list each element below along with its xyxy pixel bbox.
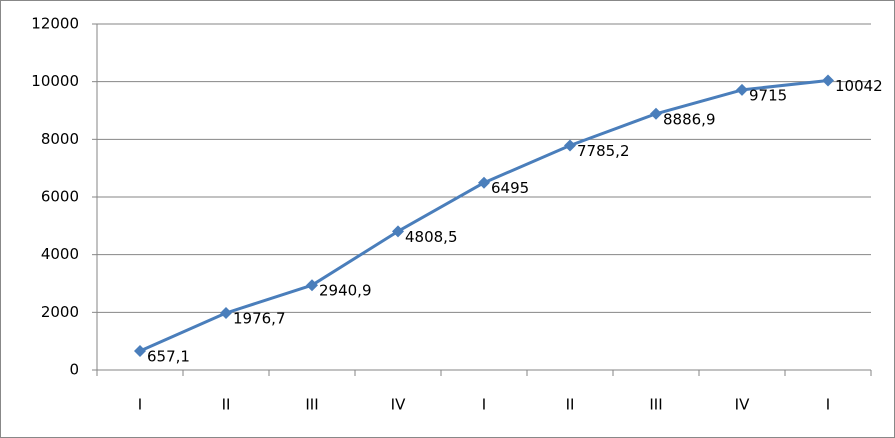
x-tick-label: II	[566, 396, 575, 414]
y-tick-label: 2000	[41, 303, 79, 321]
point	[392, 225, 404, 238]
data-label: 7785,2	[577, 142, 630, 160]
point	[650, 107, 662, 120]
y-tick-label: 4000	[41, 245, 79, 263]
x-tick-label: I	[138, 396, 142, 414]
data-label: 1976,7	[233, 310, 286, 328]
x-tick-label: I	[826, 396, 830, 414]
data-label: 8886,9	[663, 110, 716, 128]
point	[220, 307, 232, 320]
x-tick-label: II	[222, 396, 231, 414]
data-label: 6495	[491, 179, 529, 197]
data-label: 4808,5	[405, 228, 458, 246]
point	[134, 345, 146, 358]
x-tick-label: III	[649, 396, 662, 414]
point	[736, 83, 748, 96]
y-tick-label: 0	[69, 361, 79, 379]
point	[306, 279, 318, 292]
y-tick-label: 8000	[41, 130, 79, 148]
x-tick-label: III	[305, 396, 318, 414]
point	[822, 74, 834, 87]
point	[478, 176, 490, 189]
data-label: 657,1	[147, 348, 190, 366]
data-label: 2940,9	[319, 282, 372, 300]
data-label: 9715	[749, 86, 787, 104]
y-tick-label: 6000	[41, 188, 79, 206]
x-tick-label: IV	[735, 396, 750, 414]
y-tick-label: 10000	[31, 72, 79, 90]
data-label: 10042	[835, 77, 883, 95]
x-tick-label: IV	[391, 396, 406, 414]
y-tick-label: 12000	[31, 15, 79, 33]
point	[564, 139, 576, 152]
x-tick-label: I	[482, 396, 486, 414]
